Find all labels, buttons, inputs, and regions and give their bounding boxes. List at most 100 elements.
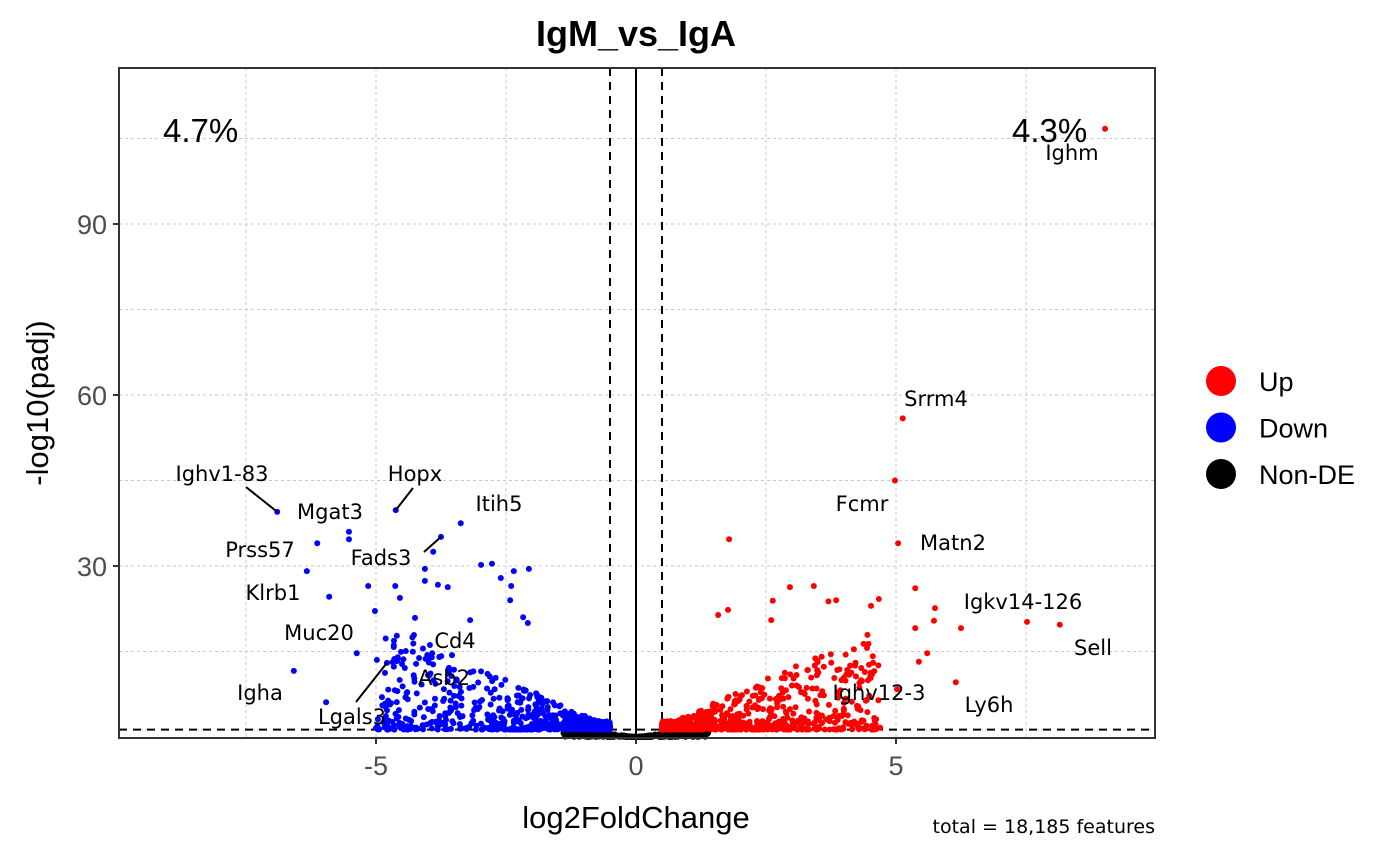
point-up	[706, 708, 713, 715]
point-down	[447, 697, 454, 704]
point-down	[497, 725, 504, 732]
gene-label: Igha	[237, 681, 283, 705]
point-down	[520, 614, 527, 621]
point-down	[508, 582, 515, 589]
gene-label: Srrm4	[904, 387, 968, 411]
point-down	[391, 687, 398, 694]
point-up	[780, 695, 787, 702]
point-down	[505, 702, 512, 709]
point-up	[768, 617, 775, 624]
point-down	[515, 684, 522, 691]
point-down	[419, 645, 426, 652]
point-down	[381, 669, 388, 676]
point-down	[393, 658, 400, 665]
point-down	[490, 695, 497, 702]
legend-marker-up	[1206, 366, 1236, 396]
y-tick-label: 60	[77, 381, 107, 411]
point-down	[434, 722, 441, 729]
point-down	[452, 700, 459, 707]
point-up	[863, 696, 870, 703]
point-down	[471, 707, 478, 714]
point-down	[373, 656, 380, 663]
point-up	[720, 722, 727, 729]
point-down	[345, 528, 352, 535]
point-up	[814, 667, 821, 674]
point-down	[353, 650, 360, 657]
gene-label: Igkv14-126	[964, 590, 1083, 614]
point-up	[711, 708, 718, 715]
point-down	[390, 663, 397, 670]
point-down	[427, 720, 434, 727]
point-up	[847, 662, 854, 669]
point-up	[868, 602, 875, 609]
point-down	[473, 722, 480, 729]
point-up	[842, 695, 849, 702]
point-down	[444, 678, 451, 685]
point-down	[557, 702, 564, 709]
point-down	[544, 698, 551, 705]
point-up	[848, 698, 855, 705]
point-up	[790, 710, 797, 717]
point-up	[754, 706, 761, 713]
point-down	[451, 683, 458, 690]
point-down	[440, 698, 447, 705]
point-down	[393, 715, 400, 722]
point-up	[1024, 618, 1031, 625]
point-down	[477, 720, 484, 727]
point-up	[740, 712, 747, 719]
point-down	[434, 581, 441, 588]
point-down	[475, 679, 482, 686]
point-up	[775, 721, 782, 728]
gene-label: Klrb1	[246, 581, 301, 605]
point-up	[868, 726, 875, 733]
point-up	[835, 712, 842, 719]
point-up	[804, 695, 811, 702]
point-down	[506, 711, 513, 718]
point-down	[430, 548, 437, 555]
point-up	[771, 713, 778, 720]
gene-label: Cd4	[434, 629, 475, 653]
point-up	[792, 663, 799, 670]
point-down	[449, 652, 456, 659]
point-up	[738, 692, 745, 699]
gene-label: Lgals3	[318, 705, 386, 729]
point-up	[721, 715, 728, 722]
point-up	[1056, 621, 1063, 628]
point-up	[780, 703, 787, 710]
point-up	[803, 684, 810, 691]
point-up	[891, 477, 898, 484]
gene-label: Matn2	[920, 531, 986, 555]
label-leader-line	[245, 486, 278, 513]
x-axis-label: log2FoldChange	[522, 800, 750, 835]
point-down	[445, 669, 452, 676]
point-down	[470, 668, 477, 675]
point-down	[314, 540, 321, 547]
label-leader-line	[394, 487, 414, 511]
point-up	[860, 725, 867, 732]
point-down	[525, 565, 532, 572]
point-down	[498, 681, 505, 688]
point-down	[371, 608, 378, 615]
point-down	[545, 726, 552, 733]
point-down	[514, 726, 521, 733]
point-down	[425, 672, 432, 679]
point-down	[458, 702, 465, 709]
point-down	[544, 706, 551, 713]
legend-label: Non-DE	[1259, 460, 1355, 490]
gene-label: Prss57	[225, 538, 295, 562]
point-down	[561, 726, 568, 733]
point-down	[555, 721, 562, 728]
point-up	[875, 697, 882, 704]
gene-labels: Ighm Srrm4 Fcmr Matn2 Igkv14-126 Sell Ly6h Ighv…	[176, 141, 1112, 729]
point-down	[445, 664, 452, 671]
x-tick-label: -5	[364, 751, 388, 781]
point-down	[446, 689, 453, 696]
point-up	[930, 617, 937, 624]
point-up	[789, 720, 796, 727]
point-down	[397, 648, 404, 655]
point-up	[782, 708, 789, 715]
gene-label: Ighv1-83	[176, 462, 269, 486]
point-up	[870, 659, 877, 666]
point-down	[510, 719, 517, 726]
